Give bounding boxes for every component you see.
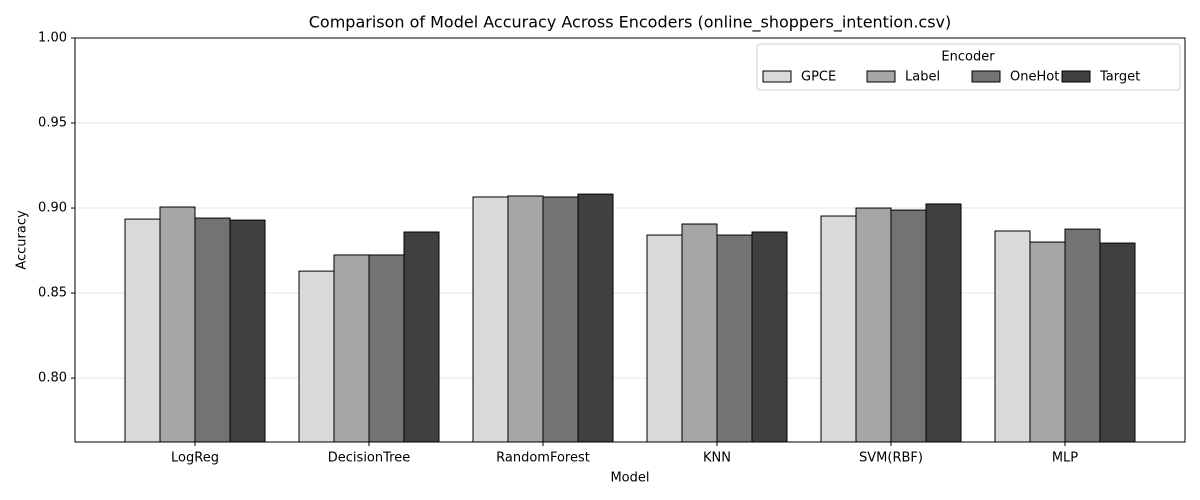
bar [159,206,196,443]
bar [577,193,614,443]
x-tick-label: RandomForest [496,451,590,466]
bar [994,230,1031,443]
bar [1064,228,1101,443]
bar [298,270,335,443]
bar [1099,242,1136,443]
y-tick-label: 1.00 [38,31,67,46]
bar [1029,241,1066,443]
bar [890,209,927,443]
bar [403,231,440,443]
bar [368,254,405,443]
bar [124,218,161,443]
x-axis-label: Model [610,471,649,486]
legend-label: Target [1099,70,1140,85]
legend-swatch [971,70,1001,83]
bar [855,207,892,443]
bar [194,217,231,443]
bar [472,196,509,443]
y-tick-label: 0.95 [38,116,67,131]
bar [542,196,579,443]
plot-frame [74,37,1186,443]
bar [681,223,718,443]
y-tick-label: 0.90 [38,201,67,216]
x-tick-label: KNN [703,451,731,466]
legend-swatch [762,70,792,83]
y-tick-label: 0.80 [38,371,67,386]
x-tick-label: DecisionTree [328,451,410,466]
x-tick-label: SVM(RBF) [859,451,923,466]
x-tick-label: LogReg [171,451,219,466]
legend-title: Encoder [941,50,995,65]
bar [751,231,788,443]
legend-label: Label [905,70,940,85]
bar [507,195,544,443]
bar [925,203,962,443]
bar [820,215,857,443]
bar [333,254,370,443]
legend-label: GPCE [801,70,836,85]
bar [646,234,683,443]
legend: Encoder GPCE Label OneHot Target [756,43,1181,91]
chart-title: Comparison of Model Accuracy Across Enco… [309,13,952,33]
x-tick-label: MLP [1052,451,1078,466]
y-axis-label: Accuracy [15,210,30,270]
bar [229,219,266,443]
legend-swatch [1061,70,1091,83]
y-tick-label: 0.85 [38,286,67,301]
legend-swatch [866,70,896,83]
legend-label: OneHot [1010,70,1059,85]
bar [716,234,753,443]
